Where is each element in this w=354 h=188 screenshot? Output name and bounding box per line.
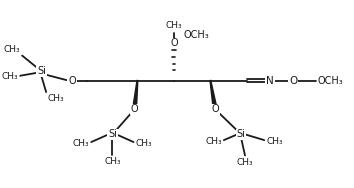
Polygon shape [133,80,138,110]
Polygon shape [210,80,217,110]
Text: O: O [211,104,219,114]
Text: N: N [266,76,274,86]
Text: O: O [68,76,76,86]
Text: CH₃: CH₃ [205,136,222,146]
Text: CH₃: CH₃ [73,139,89,149]
Text: CH₃: CH₃ [136,139,152,149]
Text: Si: Si [237,129,246,139]
Text: OCH₃: OCH₃ [183,30,209,40]
Text: CH₃: CH₃ [47,94,64,103]
Text: CH₃: CH₃ [104,157,121,166]
Text: OCH₃: OCH₃ [317,76,343,86]
Text: Si: Si [108,129,117,139]
Text: O: O [170,38,178,48]
Text: O: O [131,104,138,114]
Text: CH₃: CH₃ [237,158,253,167]
Text: CH₃: CH₃ [4,45,20,54]
Text: CH₃: CH₃ [166,21,182,30]
Text: O: O [289,76,297,86]
Text: CH₃: CH₃ [266,136,283,146]
Text: CH₃: CH₃ [2,72,18,81]
Text: Si: Si [37,66,46,76]
